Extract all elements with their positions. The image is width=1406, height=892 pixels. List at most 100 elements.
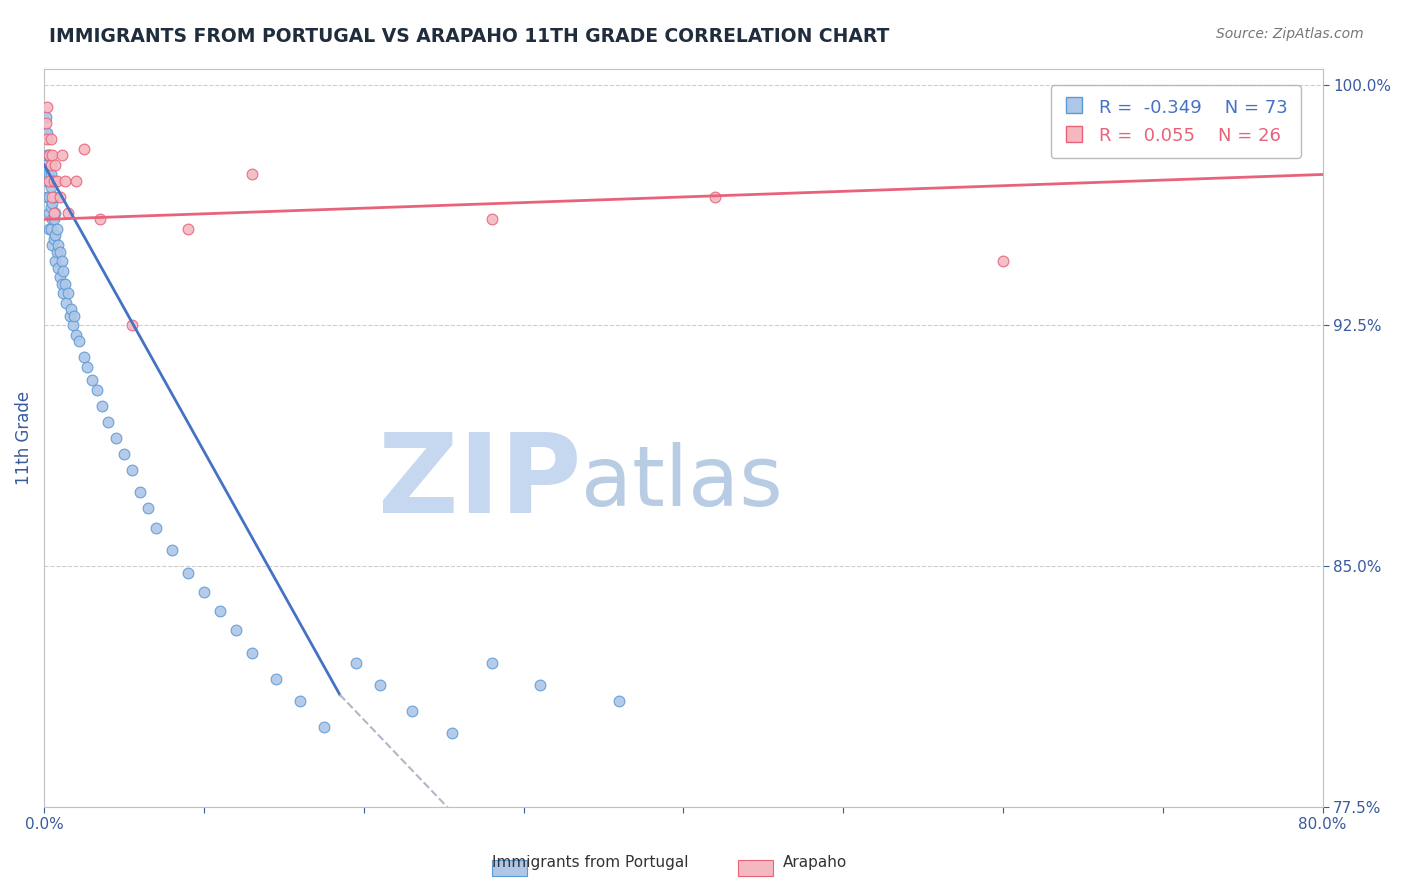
Point [53, 277, 76, 291]
Point [41, 190, 63, 204]
Point [38, 206, 60, 220]
Point [51, 254, 73, 268]
Point [51, 148, 73, 162]
Point [49, 270, 72, 285]
Point [225, 624, 247, 638]
Point [42, 174, 65, 188]
Point [63, 309, 86, 323]
Point [86, 383, 108, 397]
Point [368, 678, 391, 692]
Point [42, 206, 65, 220]
Point [44, 158, 66, 172]
Point [60, 302, 83, 317]
Point [48, 260, 70, 275]
Point [121, 463, 143, 477]
Point [38, 222, 60, 236]
Point [35, 158, 58, 172]
Point [288, 694, 311, 708]
Point [440, 726, 463, 740]
Point [67, 334, 90, 349]
Point [529, 678, 551, 692]
Point [401, 704, 423, 718]
Text: Source: ZipAtlas.com: Source: ZipAtlas.com [1216, 27, 1364, 41]
Point [39, 168, 62, 182]
Point [136, 501, 159, 516]
Text: atlas: atlas [581, 442, 783, 523]
Point [481, 656, 503, 670]
Point [240, 168, 263, 182]
Point [35, 116, 58, 130]
Point [609, 694, 631, 708]
Point [49, 244, 72, 259]
Point [53, 174, 76, 188]
Point [56, 206, 79, 220]
Point [55, 296, 77, 310]
Point [42, 212, 65, 227]
Point [264, 672, 287, 686]
Point [44, 254, 66, 268]
Text: Immigrants from Portugal: Immigrants from Portugal [492, 855, 689, 870]
Point [129, 485, 152, 500]
Point [112, 447, 135, 461]
Point [38, 174, 60, 188]
Point [39, 200, 62, 214]
Point [35, 126, 58, 140]
Point [41, 174, 63, 188]
Point [52, 264, 75, 278]
Point [41, 196, 63, 211]
Point [145, 521, 167, 535]
Point [37, 190, 59, 204]
Point [193, 585, 215, 599]
Point [39, 132, 62, 146]
Point [39, 158, 62, 172]
Point [39, 180, 62, 194]
Point [312, 720, 335, 734]
Text: Arapaho: Arapaho [783, 855, 848, 870]
Point [45, 244, 67, 259]
Point [62, 318, 84, 333]
Text: ZIP: ZIP [378, 428, 581, 535]
Point [38, 148, 60, 162]
Point [37, 148, 59, 162]
Point [42, 190, 65, 204]
Point [48, 238, 70, 252]
Point [37, 126, 59, 140]
Point [41, 238, 63, 252]
Point [121, 318, 143, 333]
Point [160, 543, 183, 558]
Point [41, 148, 63, 162]
Point [90, 399, 112, 413]
Point [208, 604, 231, 618]
Point [344, 656, 367, 670]
Point [42, 232, 65, 246]
Point [105, 431, 128, 445]
Point [97, 415, 120, 429]
Point [73, 142, 96, 156]
Y-axis label: 11th Grade: 11th Grade [15, 391, 32, 485]
Point [65, 328, 87, 343]
Point [704, 190, 727, 204]
Point [49, 190, 72, 204]
Point [177, 566, 200, 580]
Point [80, 373, 103, 387]
Point [38, 148, 60, 162]
Point [38, 190, 60, 204]
Point [991, 254, 1014, 268]
Point [481, 212, 503, 227]
Text: IMMIGRANTS FROM PORTUGAL VS ARAPAHO 11TH GRADE CORRELATION CHART: IMMIGRANTS FROM PORTUGAL VS ARAPAHO 11TH… [49, 27, 890, 45]
Point [51, 277, 73, 291]
Point [89, 212, 111, 227]
Point [45, 174, 67, 188]
Point [56, 286, 79, 301]
Legend: R =  -0.349    N = 73, R =  0.055    N = 26: R = -0.349 N = 73, R = 0.055 N = 26 [1050, 85, 1301, 158]
Point [45, 222, 67, 236]
Point [37, 174, 59, 188]
Point [76, 360, 98, 375]
Point [35, 110, 58, 124]
Point [44, 206, 66, 220]
Point [41, 212, 63, 227]
Point [39, 222, 62, 236]
Point [65, 174, 87, 188]
Point [38, 168, 60, 182]
Point [44, 228, 66, 243]
